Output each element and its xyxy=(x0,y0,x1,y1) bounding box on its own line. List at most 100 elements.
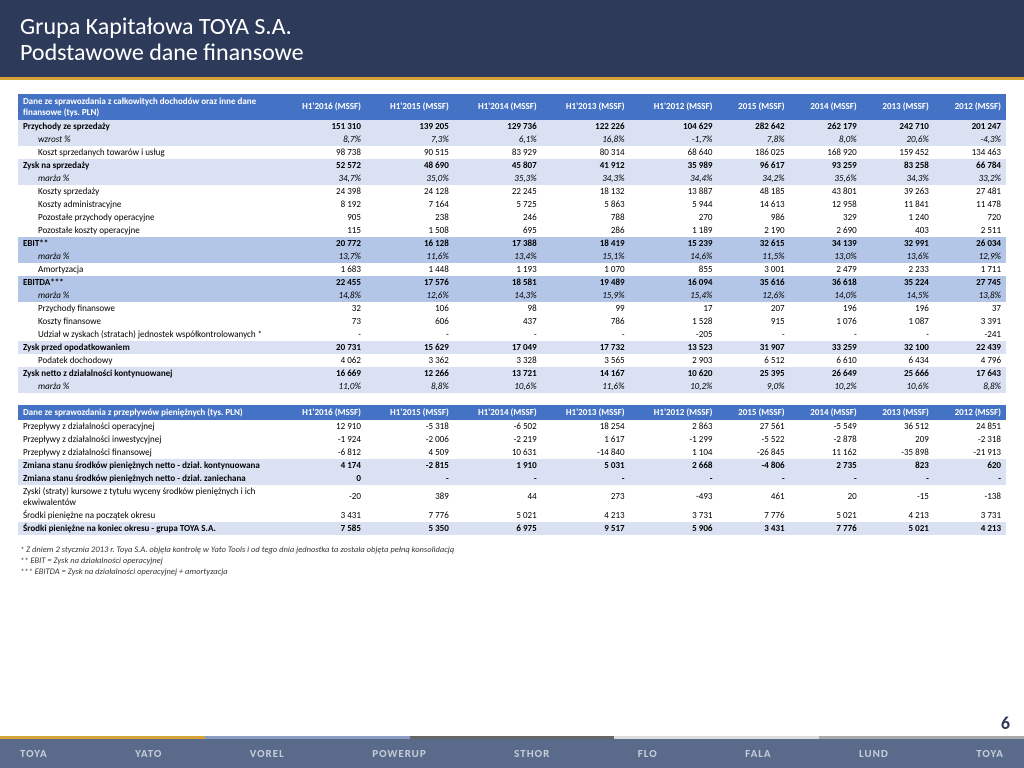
cell: 15 239 xyxy=(630,237,718,250)
col-header: H1'2013 (MSSF) xyxy=(542,405,630,420)
cell: -20 xyxy=(278,485,366,509)
table-row: EBIT**20 77216 12817 38818 41915 23932 6… xyxy=(18,237,1006,250)
title-line1: Grupa Kapitałowa TOYA S.A. xyxy=(20,14,1004,40)
table-row: Przychody finansowe321069899172071961963… xyxy=(18,302,1006,315)
col-header: 2012 (MSSF) xyxy=(934,94,1006,120)
cell: 36 512 xyxy=(862,420,934,433)
table-row: marża %34,7%35,0%35,3%34,3%34,4%34,2%35,… xyxy=(18,172,1006,185)
cell: 13,6% xyxy=(862,250,934,263)
cell: 1 070 xyxy=(542,263,630,276)
cell: 106 xyxy=(366,302,454,315)
cell: 139 205 xyxy=(366,120,454,133)
row-label: Udział w zyskach (stratach) jednostek ws… xyxy=(18,328,278,341)
cell: 13,7% xyxy=(278,250,366,263)
cell: 11 478 xyxy=(934,198,1006,211)
cell: 4 213 xyxy=(542,509,630,522)
brand-logo: FALA xyxy=(745,747,771,760)
cell: 99 xyxy=(542,302,630,315)
cell: 14 167 xyxy=(542,367,630,380)
cell: 3 565 xyxy=(542,354,630,367)
row-label: wzrost % xyxy=(18,133,278,146)
cell: 273 xyxy=(542,485,630,509)
table-row: Pozostałe przychody operacyjne9052382467… xyxy=(18,211,1006,224)
cell: 83 258 xyxy=(862,159,934,172)
table-row: Koszt sprzedanych towarów i usług98 7389… xyxy=(18,146,1006,159)
cell: 80 314 xyxy=(542,146,630,159)
cell: -4 806 xyxy=(717,459,789,472)
cell: 3 391 xyxy=(934,315,1006,328)
cell: 16,8% xyxy=(542,133,630,146)
cell: 13,4% xyxy=(454,250,542,263)
cell: 93 259 xyxy=(790,159,862,172)
brand-bar: TOYAYATOVORELPOWERUPSTHORFLOFALALUNDTOYA xyxy=(0,739,1024,768)
cell: 32 xyxy=(278,302,366,315)
row-label: Zysk netto z działalności kontynuowanej xyxy=(18,367,278,380)
cell: 5 021 xyxy=(454,509,542,522)
table-row: Koszty finansowe736064377861 5289151 076… xyxy=(18,315,1006,328)
cell: - xyxy=(366,472,454,485)
row-label: marża % xyxy=(18,289,278,302)
cell: 8,0% xyxy=(790,133,862,146)
col-header: H1'2013 (MSSF) xyxy=(542,94,630,120)
cell: 52 572 xyxy=(278,159,366,172)
cell: 18 581 xyxy=(454,276,542,289)
cell: 13 721 xyxy=(454,367,542,380)
table-row: marża %13,7%11,6%13,4%15,1%14,6%11,5%13,… xyxy=(18,250,1006,263)
cell: 5 021 xyxy=(862,522,934,535)
cell: 6 975 xyxy=(454,522,542,535)
cell: 36 618 xyxy=(790,276,862,289)
cell: 14,6% xyxy=(630,250,718,263)
cell: 720 xyxy=(934,211,1006,224)
cell: -1 299 xyxy=(630,433,718,446)
cell: 2 511 xyxy=(934,224,1006,237)
cell: 34,3% xyxy=(862,172,934,185)
cell: 159 452 xyxy=(862,146,934,159)
row-label: marża % xyxy=(18,172,278,185)
cell: -1 924 xyxy=(278,433,366,446)
cell: 33 259 xyxy=(790,341,862,354)
col-header: H1'2015 (MSSF) xyxy=(366,405,454,420)
brand-logo: YATO xyxy=(135,747,162,760)
cell: 20 772 xyxy=(278,237,366,250)
cell: 32 615 xyxy=(717,237,789,250)
cell: 1 617 xyxy=(542,433,630,446)
cell: 35 616 xyxy=(717,276,789,289)
cell: 2 479 xyxy=(790,263,862,276)
cell: - xyxy=(934,472,1006,485)
cell: 48 690 xyxy=(366,159,454,172)
cell: 3 731 xyxy=(630,509,718,522)
cell: 8,8% xyxy=(366,380,454,393)
cell: 5 031 xyxy=(542,459,630,472)
cell: 788 xyxy=(542,211,630,224)
cell: 31 907 xyxy=(717,341,789,354)
cell: 25 395 xyxy=(717,367,789,380)
table-row: Zyski (straty) kursowe z tytułu wyceny ś… xyxy=(18,485,1006,509)
cell: - xyxy=(630,472,718,485)
cell: - xyxy=(717,328,789,341)
cell: 24 398 xyxy=(278,185,366,198)
cell: 14,0% xyxy=(790,289,862,302)
row-label: Środki pieniężne na początek okresu xyxy=(18,509,278,522)
cashflow-table: Dane ze sprawozdania z przepływów pienię… xyxy=(18,405,1006,535)
cell: -14 840 xyxy=(542,446,630,459)
row-label: Przychody finansowe xyxy=(18,302,278,315)
cell: -493 xyxy=(630,485,718,509)
cell: 18 254 xyxy=(542,420,630,433)
cell: 9,0% xyxy=(717,380,789,393)
cell: 13,8% xyxy=(934,289,1006,302)
cell: 19 489 xyxy=(542,276,630,289)
brand-logo: TOYA xyxy=(976,747,1004,760)
cell: 13 523 xyxy=(630,341,718,354)
cell: -205 xyxy=(630,328,718,341)
page-number: 6 xyxy=(1001,712,1010,734)
cell: 3 328 xyxy=(454,354,542,367)
cell: -2 219 xyxy=(454,433,542,446)
cell: 34 139 xyxy=(790,237,862,250)
cell: 35,0% xyxy=(366,172,454,185)
cell: 15,4% xyxy=(630,289,718,302)
table-row: Podatek dochodowy4 0623 3623 3283 5652 9… xyxy=(18,354,1006,367)
title-line2: Podstawowe dane finansowe xyxy=(20,40,1004,66)
cell: 1 189 xyxy=(630,224,718,237)
cell: 15,9% xyxy=(542,289,630,302)
table-row: Pozostałe koszty operacyjne1151 50869528… xyxy=(18,224,1006,237)
